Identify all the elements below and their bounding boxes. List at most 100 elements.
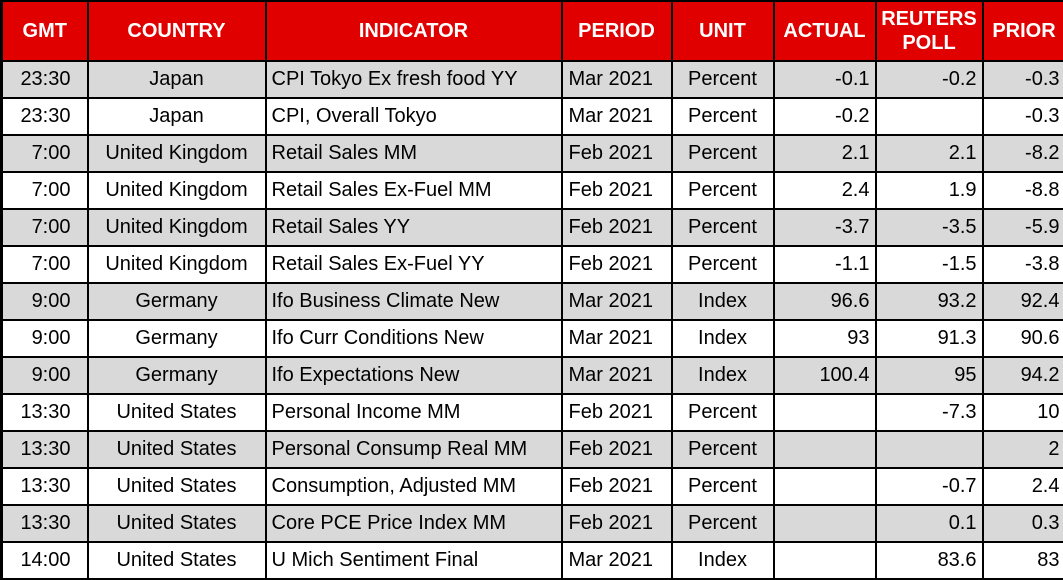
cell-country: Germany [86, 282, 267, 321]
cell-prior: 90.6 [981, 319, 1063, 358]
table-row: 9:00 Germany Ifo Curr Conditions New Mar 20… [0, 319, 1063, 358]
table-row: 23:30 Japan CPI Tokyo Ex fresh food YY Mar … [0, 60, 1063, 99]
cell-reuters-poll: 83.6 [874, 541, 984, 580]
cell-actual: -1.1 [772, 245, 877, 284]
cell-unit: Percent [670, 245, 775, 284]
cell-gmt: 7:00 [0, 134, 89, 173]
cell-indicator: Ifo Business Climate New [264, 282, 563, 321]
table-body: 23:30 Japan CPI Tokyo Ex fresh food YY Mar … [0, 60, 1063, 580]
cell-country: United States [86, 430, 267, 469]
cell-prior: -8.2 [981, 134, 1063, 173]
cell-period: Feb 2021 [560, 245, 673, 284]
cell-country: Germany [86, 356, 267, 395]
cell-indicator: U Mich Sentiment Final [264, 541, 563, 580]
cell-indicator: Retail Sales MM [264, 134, 563, 173]
cell-reuters-poll: -3.5 [874, 208, 984, 247]
cell-prior: 10 [981, 393, 1063, 432]
table-header: GMT COUNTRY INDICATOR PERIOD UNIT ACTUAL REUTE… [0, 0, 1063, 62]
cell-gmt: 13:30 [0, 467, 89, 506]
cell-prior: -3.8 [981, 245, 1063, 284]
cell-period: Feb 2021 [560, 208, 673, 247]
table-row: 7:00 United Kingdom Retail Sales Ex-Fuel M… [0, 171, 1063, 210]
cell-unit: Index [670, 356, 775, 395]
cell-indicator: Retail Sales YY [264, 208, 563, 247]
cell-indicator: CPI, Overall Tokyo [264, 97, 563, 136]
cell-gmt: 9:00 [0, 356, 89, 395]
cell-period: Mar 2021 [560, 541, 673, 580]
cell-prior: 92.4 [981, 282, 1063, 321]
cell-indicator: CPI Tokyo Ex fresh food YY [264, 60, 563, 99]
cell-reuters-poll: -0.7 [874, 467, 984, 506]
cell-prior: -5.9 [981, 208, 1063, 247]
cell-gmt: 7:00 [0, 208, 89, 247]
cell-reuters-poll: 0.1 [874, 504, 984, 543]
cell-gmt: 7:00 [0, 171, 89, 210]
cell-prior: -8.8 [981, 171, 1063, 210]
cell-country: United States [86, 541, 267, 580]
cell-gmt: 23:30 [0, 60, 89, 99]
cell-unit: Percent [670, 208, 775, 247]
header-row: GMT COUNTRY INDICATOR PERIOD UNIT ACTUAL REUTE… [0, 0, 1063, 62]
cell-period: Mar 2021 [560, 356, 673, 395]
cell-reuters-poll: -1.5 [874, 245, 984, 284]
table-row: 9:00 Germany Ifo Business Climate New Mar 2… [0, 282, 1063, 321]
cell-indicator: Retail Sales Ex-Fuel MM [264, 171, 563, 210]
table-row: 13:30 United States Personal Income MM Feb … [0, 393, 1063, 432]
column-header-country: COUNTRY [86, 0, 267, 62]
cell-indicator: Consumption, Adjusted MM [264, 467, 563, 506]
cell-actual: 2.1 [772, 134, 877, 173]
cell-actual: 100.4 [772, 356, 877, 395]
cell-reuters-poll: -7.3 [874, 393, 984, 432]
cell-indicator: Personal Income MM [264, 393, 563, 432]
cell-country: Japan [86, 60, 267, 99]
cell-prior: 94.2 [981, 356, 1063, 395]
cell-country: Japan [86, 97, 267, 136]
cell-reuters-poll: 91.3 [874, 319, 984, 358]
cell-reuters-poll: 95 [874, 356, 984, 395]
cell-actual: -0.2 [772, 97, 877, 136]
cell-reuters-poll [874, 97, 984, 136]
cell-country: United Kingdom [86, 208, 267, 247]
cell-period: Mar 2021 [560, 60, 673, 99]
column-header-reuters-poll: REUTERS POLL [874, 0, 984, 62]
table-row: 13:30 United States Consumption, Adjusted … [0, 467, 1063, 506]
cell-prior: -0.3 [981, 60, 1063, 99]
cell-period: Feb 2021 [560, 467, 673, 506]
column-header-prior: PRIOR [981, 0, 1063, 62]
cell-unit: Index [670, 319, 775, 358]
table-row: 7:00 United Kingdom Retail Sales MM Feb 202… [0, 134, 1063, 173]
cell-unit: Index [670, 541, 775, 580]
cell-indicator: Ifo Curr Conditions New [264, 319, 563, 358]
cell-indicator: Core PCE Price Index MM [264, 504, 563, 543]
table-row: 7:00 United Kingdom Retail Sales YY Feb 202… [0, 208, 1063, 247]
cell-unit: Percent [670, 430, 775, 469]
cell-period: Feb 2021 [560, 504, 673, 543]
cell-reuters-poll: 2.1 [874, 134, 984, 173]
cell-reuters-poll: 1.9 [874, 171, 984, 210]
column-header-actual: ACTUAL [772, 0, 877, 62]
cell-actual [772, 541, 877, 580]
cell-actual: -3.7 [772, 208, 877, 247]
cell-prior: 0.3 [981, 504, 1063, 543]
cell-period: Mar 2021 [560, 319, 673, 358]
cell-country: United Kingdom [86, 134, 267, 173]
cell-period: Feb 2021 [560, 393, 673, 432]
column-header-unit: UNIT [670, 0, 775, 62]
column-header-period: PERIOD [560, 0, 673, 62]
cell-actual: -0.1 [772, 60, 877, 99]
cell-period: Feb 2021 [560, 171, 673, 210]
cell-gmt: 13:30 [0, 504, 89, 543]
cell-actual [772, 467, 877, 506]
cell-prior: 83 [981, 541, 1063, 580]
cell-actual: 96.6 [772, 282, 877, 321]
table-row: 13:30 United States Core PCE Price Index M… [0, 504, 1063, 543]
cell-gmt: 9:00 [0, 282, 89, 321]
cell-period: Feb 2021 [560, 134, 673, 173]
cell-period: Mar 2021 [560, 97, 673, 136]
cell-reuters-poll [874, 430, 984, 469]
cell-unit: Percent [670, 504, 775, 543]
cell-gmt: 23:30 [0, 97, 89, 136]
cell-prior: 2.4 [981, 467, 1063, 506]
